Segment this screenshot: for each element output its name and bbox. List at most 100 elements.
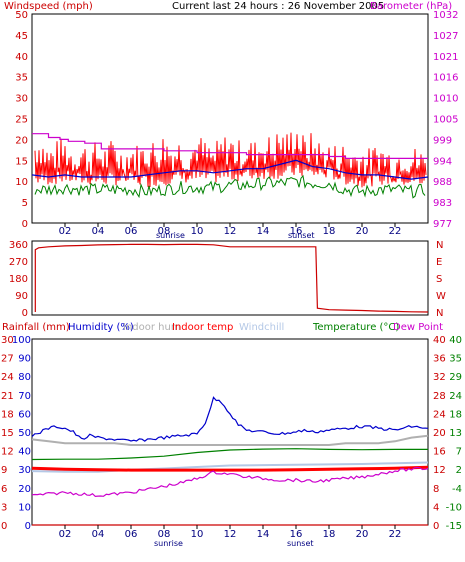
windspeed-average-series: [31, 159, 429, 180]
windspeed-tick-5: 5: [22, 198, 28, 209]
x-tick-label-08: 08: [158, 226, 171, 237]
axis1-tick-9: 90: [18, 354, 31, 365]
wind-barometer-plot: [31, 132, 429, 199]
series-windchill: [31, 461, 429, 473]
direction-degree-labels: 0 90 180 270 360: [9, 240, 28, 319]
x-tick-label-12: 12: [224, 226, 237, 237]
compass-tick-W-1: W: [436, 291, 446, 302]
barometer-tick-983: 983: [433, 198, 452, 209]
x3-tick-label-14: 14: [257, 529, 270, 540]
axis1-tick-4: 40: [18, 447, 31, 458]
legend-indoor-temp: Indoor temp: [172, 322, 233, 333]
x3-tick-label-04: 04: [92, 529, 105, 540]
x-tick-label-14: 14: [257, 226, 270, 237]
axis1-tick-7: 70: [18, 391, 31, 402]
panel-humidity-temperature: [31, 338, 429, 526]
windspeed-tick-25: 25: [15, 115, 28, 126]
windspeed-axis-title: Windspeed (mph): [4, 1, 93, 12]
direction-tick-0: 0: [22, 308, 28, 319]
axis2-tick-2: 8: [433, 484, 439, 495]
axis0-tick-5: 15: [1, 428, 14, 439]
axis0-tick-6: 18: [1, 409, 14, 420]
x3-tick-label-22: 22: [389, 529, 402, 540]
axis1-tick-6: 60: [18, 409, 31, 420]
legend-dew-point: Dew Point: [393, 322, 443, 333]
legend-humidity: Humidity (%): [68, 322, 134, 333]
windspeed-tick-35: 35: [15, 73, 28, 84]
axis0-tick-7: 21: [1, 391, 14, 402]
windspeed-tick-50: 50: [15, 10, 28, 21]
x3-tick-label-16: 16: [290, 529, 303, 540]
x3-tick-label-20: 20: [356, 529, 369, 540]
series-temperature-c-: [31, 448, 428, 461]
barometer-tick-1021: 1021: [433, 52, 458, 63]
series-indoor-temp: [31, 465, 429, 472]
barometer-axis-title: Barometer (hPa): [370, 1, 452, 12]
axis2-tick-4: 16: [433, 447, 446, 458]
windspeed-tick-20: 20: [15, 135, 28, 146]
compass-tick-N-0: N: [436, 308, 443, 319]
compass-tick-S-2: S: [436, 274, 442, 285]
x3-tick-label-18: 18: [323, 529, 336, 540]
axis0-tick-1: 3: [1, 502, 7, 513]
windspeed-tick-0: 0: [22, 219, 28, 230]
x-tick-label-16: 16: [290, 226, 303, 237]
panel-wind-direction: [31, 240, 429, 316]
axis2-tick-9: 36: [433, 354, 446, 365]
direction-tick-180: 180: [9, 274, 28, 285]
panel-wind-barometer: [31, 13, 429, 224]
axis3-tick-9: 35: [449, 354, 462, 365]
axis0-tick-0: 0: [1, 521, 7, 532]
windspeed-low-series: [34, 174, 426, 199]
direction-tick-270: 270: [9, 257, 28, 268]
axis1-tick-0: 0: [25, 521, 31, 532]
legend-windchill: Windchill: [239, 322, 284, 333]
barometer-tick-1027: 1027: [433, 31, 458, 42]
x3-tick-label-12: 12: [224, 529, 237, 540]
legend-rainfall: Rainfall (mm): [2, 322, 70, 333]
axis3-tick-10: 40: [449, 335, 462, 346]
sunset-marker-label: sunset: [288, 231, 315, 240]
axis3-tick-2: -4: [452, 484, 462, 495]
panel3-x-tick-labels: 02 04 06 08 10 12 14 16 18 20 22: [59, 525, 402, 540]
x-tick-label-04: 04: [92, 226, 105, 237]
x-tick-label-06: 06: [125, 226, 138, 237]
axis2-tick-1: 4: [433, 502, 439, 513]
wind-direction-series: [34, 243, 429, 313]
x-tick-label-10: 10: [191, 226, 204, 237]
windspeed-tick-45: 45: [15, 31, 28, 42]
series-dew-point: [31, 466, 429, 498]
axis3-tick-6: 18: [449, 409, 462, 420]
barometer-tick-977: 977: [433, 219, 452, 230]
axis3-tick-7: 24: [449, 391, 462, 402]
axis2-tick-6: 24: [433, 409, 446, 420]
windspeed-tick-15: 15: [15, 156, 28, 167]
axis0-tick-2: 6: [1, 484, 7, 495]
axis0-tick-10: 30: [1, 335, 14, 346]
axis0-tick-4: 12: [1, 447, 14, 458]
barometer-tick-1032: 1032: [433, 10, 458, 21]
axis1-tick-1: 10: [18, 502, 31, 513]
windspeed-tick-10: 10: [15, 177, 28, 188]
compass-tick-N-4: N: [436, 240, 443, 251]
windspeed-tick-labels: 0 5 10 15 20 25 30 35 40 45 50: [15, 10, 28, 230]
axis2-tick-3: 12: [433, 465, 446, 476]
panel3-axis-labels: 0369121518212427300102030405060708090100…: [1, 335, 462, 532]
x-tick-label-02: 02: [59, 226, 72, 237]
axis3-tick-3: 2: [456, 465, 462, 476]
barometer-tick-988: 988: [433, 177, 452, 188]
series-humidity-: [31, 396, 429, 442]
axis1-tick-10: 100: [12, 335, 31, 346]
axis2-tick-7: 28: [433, 391, 446, 402]
barometer-tick-999: 999: [433, 135, 452, 146]
panel3-legend-header: Rainfall (mm) Humidity (%) Indoor hum In…: [2, 322, 443, 333]
axis1-tick-3: 30: [18, 465, 31, 476]
axis0-tick-9: 27: [1, 354, 14, 365]
x-tick-label-22: 22: [389, 226, 402, 237]
barometer-tick-1016: 1016: [433, 73, 458, 84]
x3-tick-label-06: 06: [125, 529, 138, 540]
axis3-tick-5: 13: [449, 428, 462, 439]
barometer-series: [32, 133, 428, 159]
